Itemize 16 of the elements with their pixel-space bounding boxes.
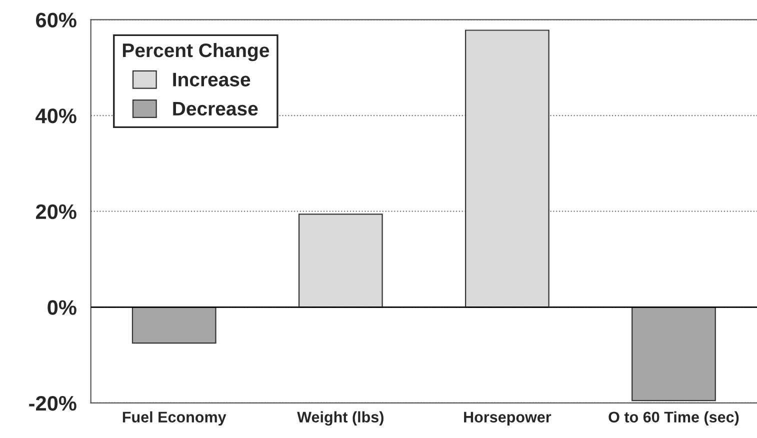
bar: [632, 306, 716, 402]
x-tick-label: Fuel Economy: [122, 411, 226, 426]
y-tick-label: 60%: [36, 12, 76, 28]
x-tick-label: Horsepower: [464, 412, 552, 426]
bar: [132, 306, 216, 344]
legend-label: Decrease: [173, 102, 258, 116]
y-tick-label: -20%: [29, 396, 76, 411]
y-tick-label: 40%: [36, 108, 76, 124]
y-tick-label: 0%: [48, 300, 76, 315]
bar: [298, 214, 383, 308]
legend-label: Increase: [173, 72, 250, 86]
y-tick-label: 20%: [36, 204, 76, 220]
x-tick-label: O to 60 Time (sec): [608, 411, 739, 426]
x-tick-label: Weight (lbs): [297, 411, 384, 426]
legend-title: Percent Change: [122, 42, 270, 62]
bar: [465, 30, 550, 308]
